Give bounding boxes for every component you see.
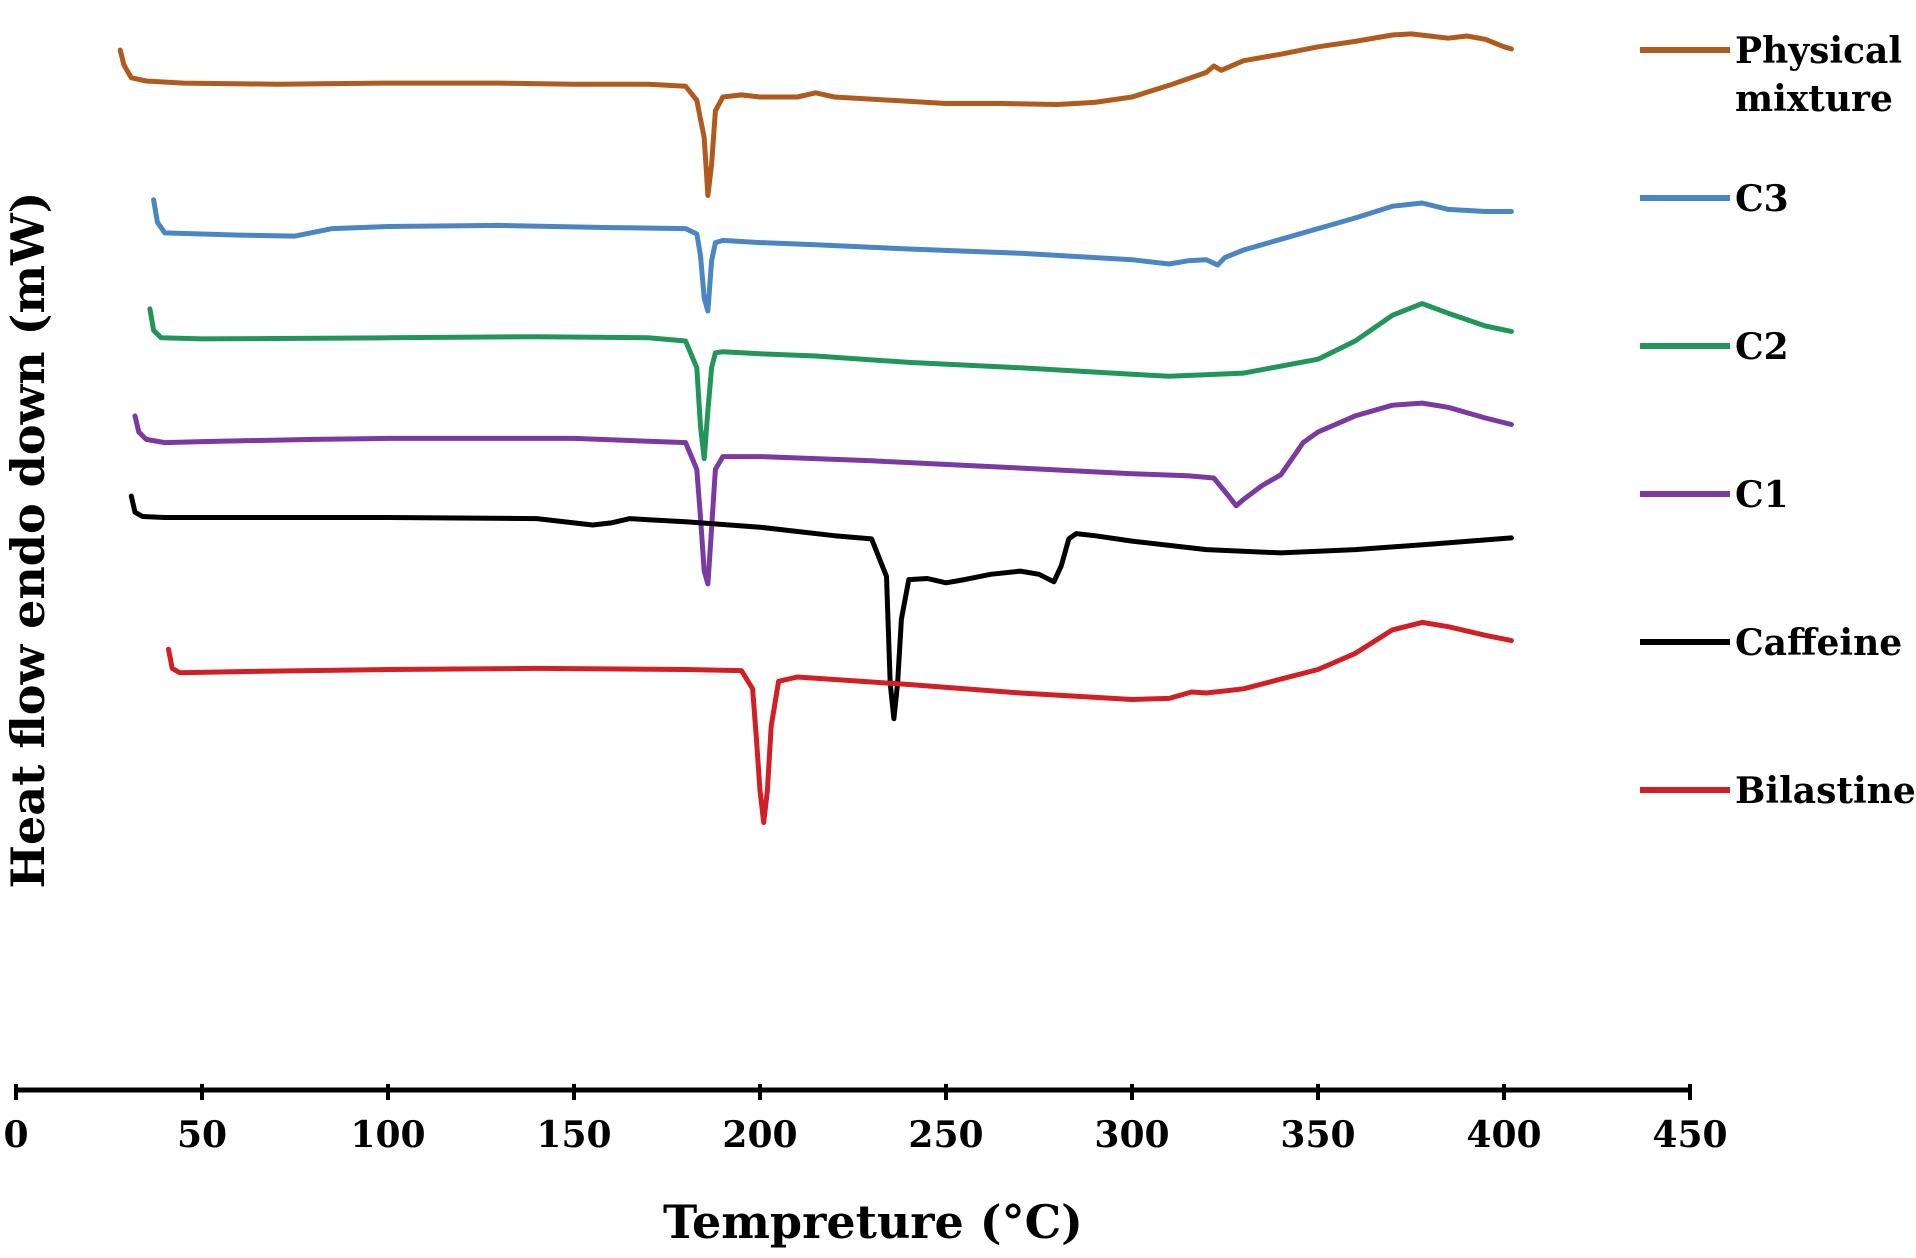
x-tick-label: 400 [1466, 1114, 1541, 1156]
x-tick-label: 100 [350, 1114, 425, 1156]
series-line-c3 [151, 197, 1514, 314]
x-tick-label: 450 [1652, 1114, 1727, 1156]
legend-item: Caffeine [1640, 622, 1902, 664]
series-line-physical-mixture [117, 31, 1514, 198]
legend-item: C3 [1640, 178, 1789, 220]
plot-series-group [117, 31, 1514, 825]
legend-label: Caffeine [1735, 622, 1902, 664]
legend-item: Physical mixture [1640, 30, 1902, 120]
x-tick-label: 200 [722, 1114, 797, 1156]
series-line-c2 [147, 301, 1514, 462]
x-axis-ticks: 0 50 100 150 200 250 300 350 400 450 [3, 1084, 1728, 1156]
legend-label: C1 [1735, 474, 1789, 516]
legend-item: C2 [1640, 326, 1789, 368]
x-tick-label: 300 [1094, 1114, 1169, 1156]
x-tick-label: 350 [1280, 1114, 1355, 1156]
legend-item: C1 [1640, 474, 1789, 516]
legend-label: Bilastine [1735, 770, 1916, 812]
x-axis-title: Tempreture (°C) [663, 1195, 1083, 1249]
legend-label: C3 [1735, 178, 1789, 220]
x-tick-label: 250 [908, 1114, 983, 1156]
x-tick-label: 0 [3, 1114, 28, 1156]
x-tick-label: 50 [177, 1114, 227, 1156]
series-line-bilastine [166, 619, 1514, 825]
legend-label: C2 [1735, 326, 1789, 368]
legend-label: Physical mixture [1735, 30, 1902, 120]
legend-item: Bilastine [1640, 770, 1916, 812]
series-line-c1 [132, 400, 1514, 587]
y-axis-title: Heat flow endo down (mW) [1, 192, 55, 889]
x-tick-label: 150 [536, 1114, 611, 1156]
series-line-caffeine [128, 493, 1514, 722]
legend: Physical mixture C3 C2 C1 Caffeine Bilastine [1640, 30, 1916, 812]
